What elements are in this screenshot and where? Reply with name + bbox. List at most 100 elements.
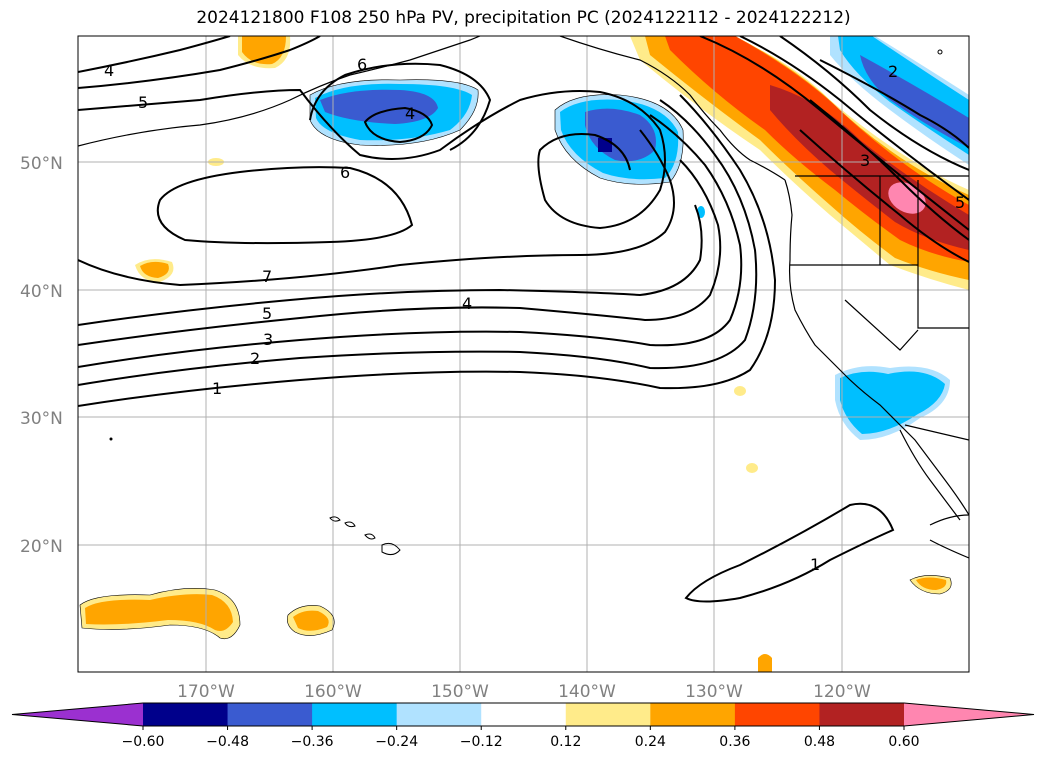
precip-pos-33n: [734, 386, 746, 396]
colorbar-tick-label: −0.24: [375, 734, 418, 750]
coast-baja: [899, 429, 961, 521]
pv-contour-5: [78, 204, 703, 326]
colorbar-tick-label: −0.36: [291, 734, 334, 750]
contour-label: 4: [405, 104, 415, 123]
precip-pos-42n-orange: [140, 261, 169, 278]
colorbar-extend-low: [12, 703, 143, 726]
lon-label: 130°W: [685, 682, 743, 702]
precip-pos-26n: [746, 463, 758, 473]
precip-band-pink: [888, 182, 926, 214]
islands: [109, 49, 943, 556]
lat-label: 30°N: [20, 409, 63, 429]
lon-labels: 170°W 160°W 150°W 140°W 130°W 120°W: [177, 682, 871, 702]
colorbar-tick-label: −0.48: [206, 734, 249, 750]
colorbar: −0.60 −0.48 −0.36 −0.24 −0.12 0.12 0.24 0.36 0.4…: [11, 702, 1035, 750]
colorbar-swatch: [227, 703, 313, 726]
contour-label: 2: [888, 62, 898, 81]
island-ne: [937, 49, 943, 55]
island-dot: [109, 437, 113, 441]
border-ca-nv: [844, 299, 919, 351]
pv-contour-ne-5: [809, 99, 969, 241]
pv-contour-ne-1: [699, 36, 969, 231]
pv-contour-7: [78, 129, 675, 287]
contour-label: 4: [104, 61, 114, 80]
pv-contour-5-top: [78, 36, 321, 89]
contour-label: 5: [138, 93, 148, 112]
colorbar-extend-high: [904, 703, 1034, 726]
precip-neg-north-blue: [320, 89, 438, 124]
pv-contour-6-closed: [156, 166, 414, 245]
border-states: [879, 176, 969, 329]
map-title: 2024121800 F108 250 hPa PV, precipitatio…: [196, 8, 851, 28]
pv-contour-3: [78, 114, 743, 368]
contour-label: 4: [462, 294, 472, 313]
contour-label: 5: [955, 193, 965, 212]
precip-pos-17n-orange: [916, 577, 947, 590]
precip-neg-socal-cyan: [840, 371, 945, 434]
map-border: [77, 35, 970, 673]
contour-label: 7: [262, 267, 272, 286]
hawaii-big: [381, 542, 401, 556]
colorbar-swatch: [396, 703, 482, 726]
contour-label: 3: [860, 151, 870, 170]
precip-pos-15n-orange: [293, 610, 329, 631]
precip-shading: [80, 36, 969, 672]
colorbar-tick-label: −0.60: [122, 734, 165, 750]
precip-pos-aleutian-orange: [242, 36, 286, 65]
colorbar-swatch: [734, 703, 820, 726]
pv-contour-4-main: [78, 159, 722, 346]
pv-contour-ne-2: [739, 36, 969, 201]
hawaii-kauai: [329, 516, 341, 522]
pv-contour-2: [78, 99, 758, 386]
contour-label: 1: [212, 379, 222, 398]
lon-label: 150°W: [431, 682, 489, 702]
precip-outlines: [79, 79, 952, 639]
lat-label: 50°N: [20, 154, 63, 174]
precip-pos-sw-orange: [85, 594, 233, 631]
contour-label: 6: [340, 163, 350, 182]
lon-label: 140°W: [558, 682, 616, 702]
pv-contour-ne-3: [779, 36, 969, 171]
contour-label: 1: [810, 555, 820, 574]
colorbar-swatch: [650, 703, 736, 726]
contour-labels: 4 5 6 4 6 7 5 3 2 1 4 1 2 3 5: [104, 55, 965, 574]
colorbar-tick-label: 0.24: [635, 734, 666, 750]
precip-neg-ne-blue: [860, 55, 969, 148]
pv-contours: [78, 36, 969, 603]
colorbar-tick-label: 0.48: [804, 734, 835, 750]
lon-label: 120°W: [813, 682, 871, 702]
pv-contour-6-upper: [78, 88, 666, 230]
colorbar-swatch: [143, 703, 229, 726]
pv-contour-ne-4: [819, 59, 969, 149]
contour-label: 3: [263, 330, 273, 349]
colorbar-swatch: [312, 703, 398, 726]
colorbar-tick-label: 0.60: [888, 734, 919, 750]
lat-labels: 50°N 40°N 30°N 20°N: [20, 154, 63, 557]
lat-label: 20°N: [20, 537, 63, 557]
precip-pos-south: [758, 654, 772, 672]
lon-label: 160°W: [304, 682, 362, 702]
colorbar-swatch: [819, 703, 905, 726]
colorbar-tick-label: 0.36: [719, 734, 750, 750]
border-us-mexico: [904, 424, 969, 441]
contour-label: 5: [262, 304, 272, 323]
colorbar-tick-label: −0.12: [460, 734, 503, 750]
colorbar-swatch: [565, 703, 651, 726]
pv-contour-4-closed: [363, 106, 434, 144]
hawaii-oahu: [344, 521, 356, 528]
pv-contour-4-top: [78, 36, 231, 73]
pv-contour-1-south: [684, 502, 895, 603]
coast-bc-wa: [784, 179, 969, 516]
pv-contour-north-loop: [309, 62, 492, 151]
contour-label: 2: [250, 349, 260, 368]
coast-mexico: [929, 514, 969, 559]
coast-alaska-gulf: [559, 36, 786, 181]
lon-label: 170°W: [177, 682, 235, 702]
lat-label: 40°N: [20, 282, 63, 302]
colorbar-swatch: [481, 703, 567, 726]
pv-contour-ne-6: [799, 129, 969, 263]
colorbar-tick-label: 0.12: [550, 734, 581, 750]
pv-contour-1-west: [78, 94, 777, 407]
hawaii-maui: [364, 533, 376, 540]
